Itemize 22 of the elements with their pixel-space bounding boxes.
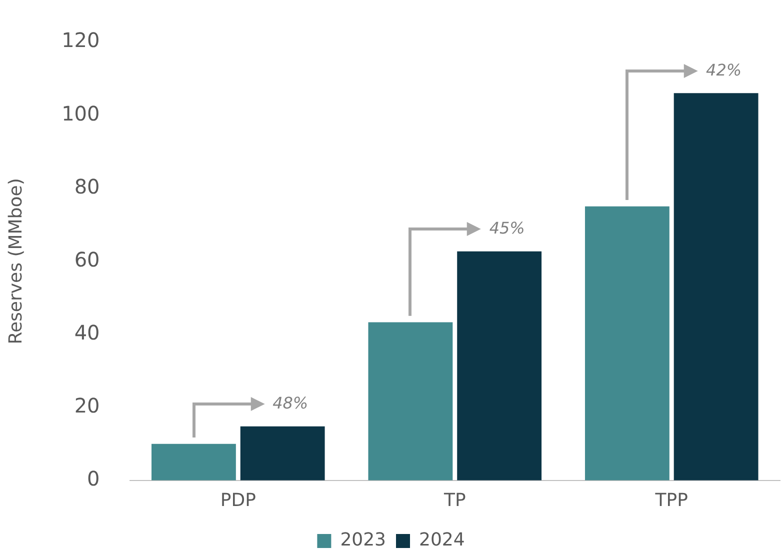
y-axis-title: Reserves (MMboe) bbox=[5, 178, 26, 344]
legend-label: 2023 bbox=[340, 530, 386, 551]
bar bbox=[368, 322, 453, 480]
y-tick-label: 120 bbox=[62, 28, 100, 52]
y-tick-label: 100 bbox=[62, 101, 100, 126]
bar bbox=[674, 93, 758, 480]
annotation: 42% bbox=[706, 60, 742, 80]
annotation: 45% bbox=[489, 218, 525, 238]
bar bbox=[240, 426, 325, 480]
x-tick-label: TP bbox=[442, 490, 466, 511]
x-tick-label: TPP bbox=[654, 490, 688, 511]
y-tick-label: 0 bbox=[87, 466, 100, 491]
y-tick-label: 40 bbox=[74, 320, 100, 344]
bar bbox=[584, 206, 670, 480]
legend-label: 2024 bbox=[419, 530, 465, 551]
annotation: 48% bbox=[272, 393, 308, 412]
y-tick-label: 20 bbox=[74, 394, 100, 418]
y-tick-label: 80 bbox=[74, 174, 100, 198]
y-tick-label: 60 bbox=[74, 247, 100, 272]
bar bbox=[457, 251, 542, 480]
x-tick-label: PDP bbox=[220, 490, 256, 511]
bar bbox=[152, 444, 236, 480]
